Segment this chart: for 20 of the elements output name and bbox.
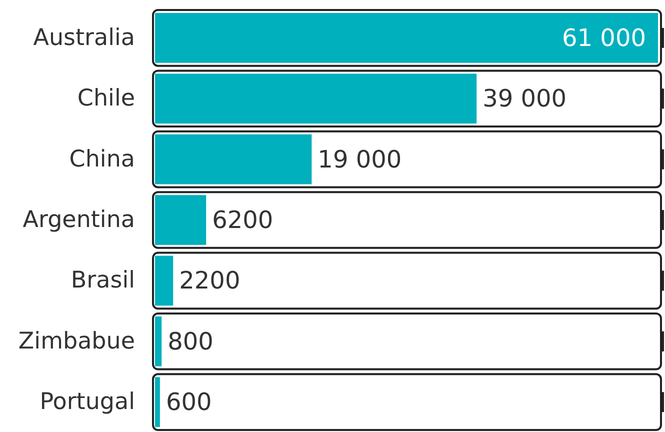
data-label: 600 [166,388,212,416]
bar [155,377,160,427]
bar [155,134,312,184]
data-label: 2200 [179,266,240,295]
bar [155,316,162,366]
bar [155,74,477,124]
y-tick-label: Australia [33,24,135,51]
data-label: 800 [168,327,214,356]
y-tick-label: Zimbabue [18,328,135,354]
y-tick-label: Argentina [22,207,135,233]
bar [155,256,174,306]
data-label: 39 000 [482,84,567,113]
y-tick-label: Portugal [40,389,135,416]
bar [155,195,206,245]
y-tick-label: Brasil [70,268,135,294]
data-label: 19 000 [318,145,402,174]
data-label: 61 000 [562,24,646,52]
data-label: 6200 [212,206,274,234]
y-tick-label: Chile [77,86,135,112]
y-tick-label: China [69,146,135,172]
